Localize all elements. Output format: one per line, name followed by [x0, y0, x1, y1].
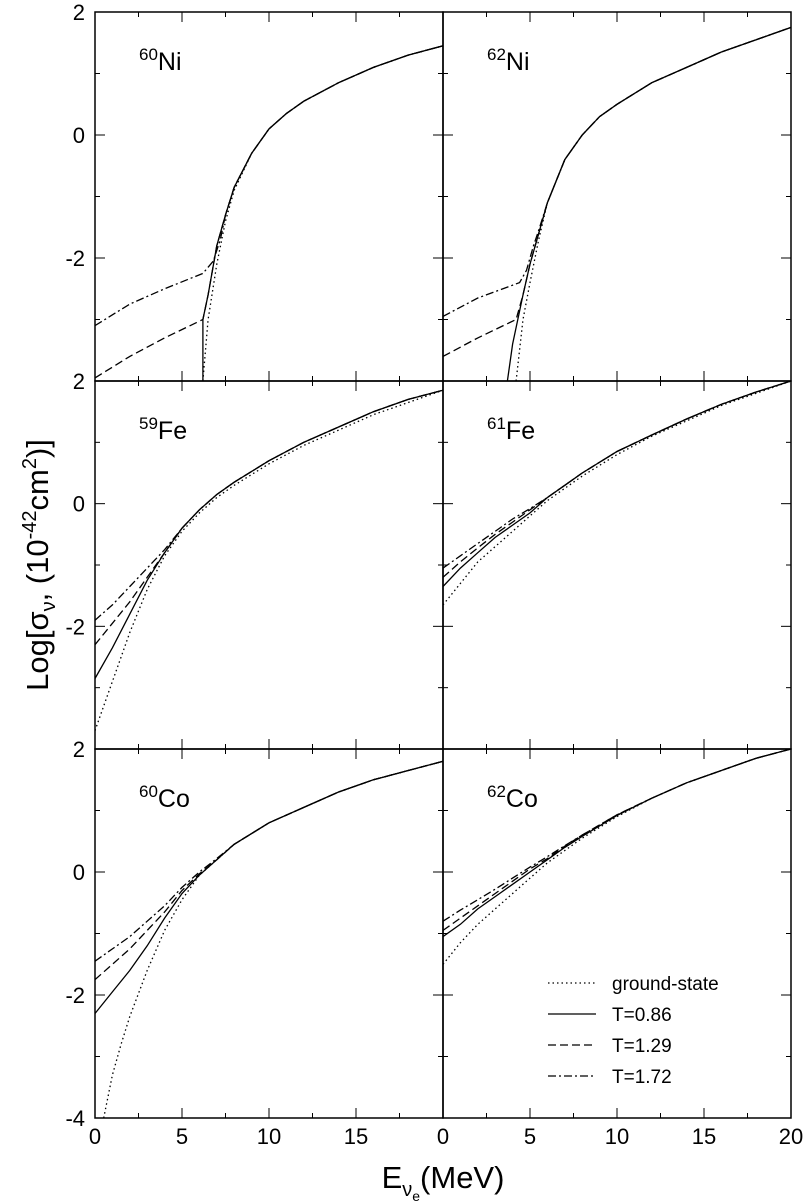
series-group	[443, 749, 791, 965]
ylabel-sup: -42	[19, 510, 41, 539]
nucleus-element: Co	[158, 785, 190, 813]
nucleus-element: Co	[506, 785, 538, 813]
series-line-dotted	[515, 26, 791, 381]
ylabel-sup2: 2	[19, 458, 41, 469]
nucleus-label: 61Fe	[487, 414, 535, 445]
panel-frame	[442, 748, 792, 1119]
panel-middle-left: 2 0 -2 59Fe	[65, 369, 444, 750]
panel-frame	[442, 11, 792, 382]
y-axis-label: Log[σν, (10-42cm2)]	[19, 439, 60, 691]
nucleus-label: 62Ni	[487, 45, 530, 76]
series-line-dashed	[443, 749, 791, 931]
xlabel-end: (MeV)	[420, 1160, 504, 1195]
panel-top-right: 62Ni	[442, 11, 792, 382]
panel-top-left: 2 0 -2 60Ni	[65, 0, 444, 382]
series-line-dotted	[95, 389, 443, 731]
panel-frame	[94, 380, 444, 750]
panel-frame	[94, 11, 444, 382]
ytick-label: -2	[65, 246, 85, 271]
panel-frame	[442, 380, 792, 750]
nucleus-element: Fe	[506, 417, 535, 445]
xtick-label: 15	[692, 1124, 716, 1149]
series-line-dotted	[103, 760, 443, 1118]
series-line-dashdot	[95, 45, 443, 327]
nucleus-mass: 62	[487, 45, 506, 64]
ylabel-end: cm	[20, 469, 55, 510]
series-group	[443, 26, 791, 381]
series-line-dashdot	[443, 749, 791, 922]
ytick-label: 2	[73, 369, 85, 394]
series-line-dashdot	[443, 381, 791, 569]
legend: ground-state T=0.86 T=1.29 T=1.72	[548, 974, 719, 1088]
ytick-label: 0	[73, 860, 85, 885]
series-line-dotted	[443, 381, 791, 606]
series-line-solid	[506, 26, 791, 381]
ytick-label: -2	[65, 614, 85, 639]
ytick-label: 2	[73, 0, 85, 25]
legend-label: T=0.86	[612, 1005, 672, 1026]
nucleus-mass: 62	[487, 782, 506, 801]
ytick-label: 0	[73, 492, 85, 517]
series-group	[95, 389, 443, 731]
nucleus-mass: 60	[139, 782, 158, 801]
ylabel-base: Log[σ	[20, 611, 55, 690]
xlabel-subsub: e	[412, 1188, 420, 1203]
xtick-label: 20	[779, 1124, 803, 1149]
ylabel-sub: ν	[38, 601, 60, 611]
ylabel-mid: , (10	[20, 539, 55, 601]
series-group	[95, 760, 443, 1118]
x-axis-label: Eνe(MeV)	[382, 1160, 505, 1203]
nucleus-label: 59Fe	[139, 414, 187, 445]
xtick-label: 15	[344, 1124, 368, 1149]
series-line-solid	[443, 381, 791, 587]
series-line-dashed	[95, 389, 443, 646]
xtick-label: 0	[437, 1124, 449, 1149]
series-line-dashed	[443, 381, 791, 578]
ytick-label: 0	[73, 123, 85, 148]
xtick-label: 5	[176, 1124, 188, 1149]
series-line-solid	[202, 45, 443, 381]
nucleus-element: Ni	[506, 48, 530, 76]
series-line-dashed	[95, 45, 443, 379]
panel-frame	[94, 748, 444, 1119]
series-line-dashed	[443, 26, 791, 357]
xtick-label: 5	[524, 1124, 536, 1149]
series-line-dashdot	[95, 760, 443, 962]
nucleus-element: Fe	[158, 417, 187, 445]
xtick-label: 10	[605, 1124, 629, 1149]
nucleus-mass: 61	[487, 414, 506, 433]
ytick-label: -4	[65, 1106, 85, 1131]
xtick-label: 10	[257, 1124, 281, 1149]
series-line-dashdot	[95, 389, 443, 621]
series-group	[95, 45, 443, 381]
legend-label: T=1.29	[612, 1036, 672, 1057]
series-line-dotted	[443, 749, 791, 965]
nucleus-mass: 59	[139, 414, 158, 433]
series-line-dashdot	[443, 26, 791, 317]
series-line-solid	[95, 389, 443, 679]
panel-middle-right: 61Fe	[442, 380, 792, 750]
nucleus-label: 60Ni	[139, 45, 182, 76]
legend-label: T=1.72	[612, 1067, 672, 1088]
nucleus-element: Ni	[158, 48, 182, 76]
series-line-dotted	[202, 45, 443, 381]
nucleus-label: 60Co	[139, 782, 190, 813]
ylabel-close: )]	[20, 439, 55, 458]
ytick-label: 2	[73, 737, 85, 762]
panel-bottom-right: 0 5 10 15 20 62Co	[437, 748, 803, 1149]
legend-label: ground-state	[612, 974, 719, 995]
series-group	[443, 381, 791, 606]
nucleus-label: 62Co	[487, 782, 538, 813]
xlabel-sub: ν	[402, 1179, 412, 1201]
xlabel-base: E	[382, 1160, 403, 1195]
xtick-label: 0	[89, 1124, 101, 1149]
nucleus-mass: 60	[139, 45, 158, 64]
ytick-label: -2	[65, 983, 85, 1008]
